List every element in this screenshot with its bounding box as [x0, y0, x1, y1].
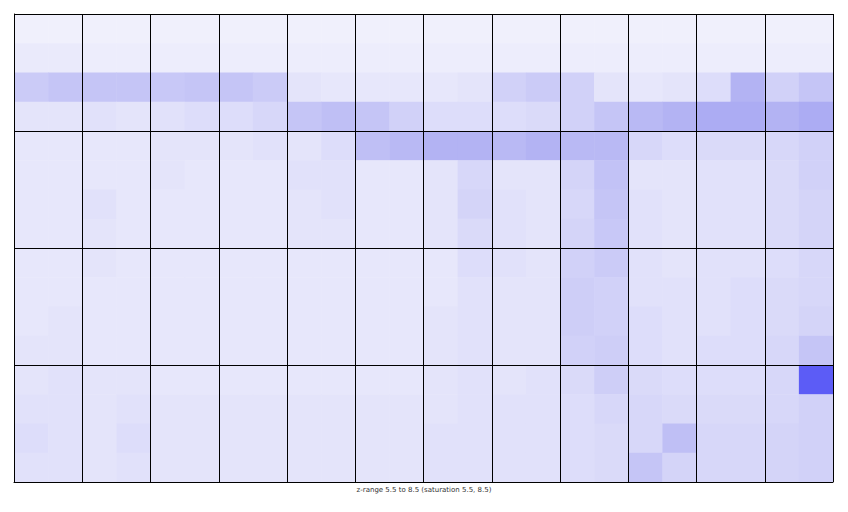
- svg-text:z-range 5.5 to 8.5 (saturation: z-range 5.5 to 8.5 (saturation 5.5, 8.5): [357, 486, 492, 494]
